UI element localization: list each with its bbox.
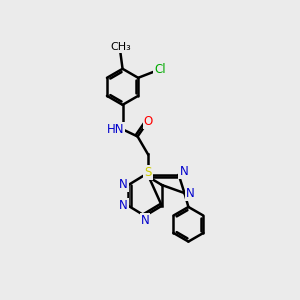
Text: HN: HN xyxy=(107,123,124,136)
Text: O: O xyxy=(144,115,153,128)
Text: Cl: Cl xyxy=(154,63,166,76)
Text: N: N xyxy=(179,165,188,178)
Text: CH₃: CH₃ xyxy=(110,42,130,52)
Text: S: S xyxy=(144,166,152,179)
Text: N: N xyxy=(119,178,128,191)
Text: N: N xyxy=(186,187,195,200)
Text: N: N xyxy=(141,214,149,227)
Text: N: N xyxy=(119,199,128,212)
